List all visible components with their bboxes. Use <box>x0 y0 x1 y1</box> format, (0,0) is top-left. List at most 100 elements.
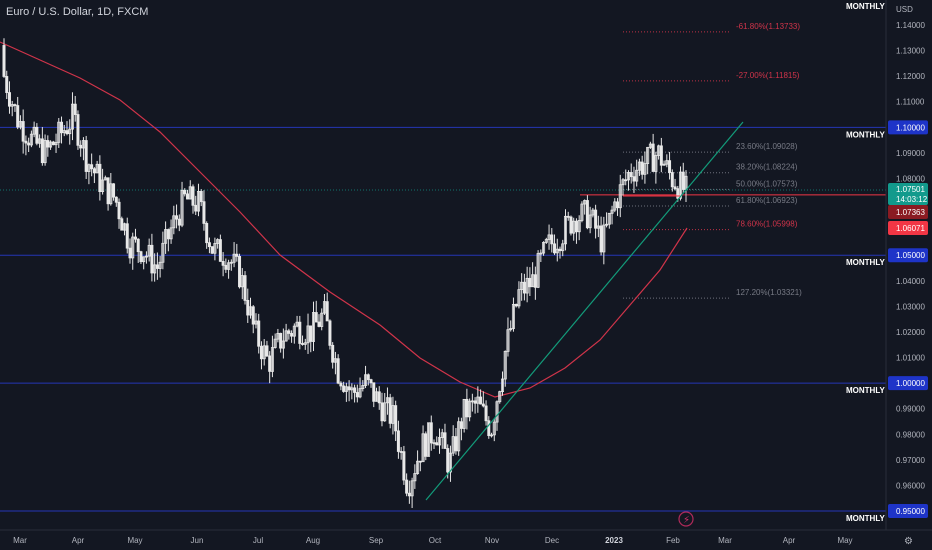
x-tick-label: Apr <box>72 536 85 545</box>
candle-body <box>188 186 192 200</box>
candle-body <box>679 171 683 199</box>
candle-body <box>92 168 96 174</box>
monthly-top-label: MONTHLY <box>846 2 885 11</box>
candle-body <box>317 321 321 327</box>
fib-level-label: -61.80%(1.13733) <box>736 22 800 31</box>
candle-body <box>284 330 288 342</box>
candle-body <box>298 321 302 344</box>
candle-body <box>553 243 557 254</box>
moving-average <box>0 41 688 398</box>
y-tick-label: 1.09000 <box>896 149 925 158</box>
candle-body <box>569 216 573 234</box>
candle-body <box>410 480 414 497</box>
candle-body <box>84 140 88 172</box>
candle-body <box>238 255 242 288</box>
fib-level-label: 23.60%(1.09028) <box>736 142 798 151</box>
candle-body <box>158 261 162 269</box>
candle-body <box>268 355 272 372</box>
candle-body <box>511 303 515 329</box>
axis-currency: USD <box>896 5 913 14</box>
candle-body <box>194 204 198 212</box>
chart-title: Euro / U.S. Dollar, 1D, FXCM <box>6 6 148 18</box>
candle-body <box>232 253 236 263</box>
candle-body <box>479 396 483 405</box>
candle-body <box>405 479 409 494</box>
candle-body <box>640 161 644 175</box>
candle-body <box>235 253 239 257</box>
candle-body <box>79 144 83 149</box>
candle-body <box>10 104 14 107</box>
x-tick-label: May <box>837 536 852 545</box>
candle-body <box>290 333 294 337</box>
candle-body <box>626 172 630 181</box>
candle-body <box>112 183 116 198</box>
y-tick-label: 1.12000 <box>896 72 925 81</box>
y-tick-label: 1.13000 <box>896 47 925 56</box>
candle-body <box>429 422 433 444</box>
time-axis[interactable]: Mar Apr May Jun Jul Aug Sep Oct Nov Dec 2023 Feb Mar… <box>0 529 932 547</box>
candle-body <box>435 442 439 446</box>
candle-body <box>424 433 428 457</box>
candle-body <box>205 223 209 244</box>
candle-body <box>177 218 181 226</box>
candle-body <box>54 141 58 146</box>
candle-body <box>542 242 546 254</box>
candle-body <box>295 321 299 327</box>
y-tick-label: 1.14000 <box>896 21 925 30</box>
candle-body <box>374 391 378 402</box>
candle-body <box>380 402 384 422</box>
candle-body <box>599 225 603 253</box>
candle-body <box>251 306 255 325</box>
candle-body <box>572 220 576 234</box>
candle-body <box>273 338 277 348</box>
candle-body <box>339 382 343 387</box>
level-price-tag-text: 1.10000 <box>896 123 925 132</box>
candle-body <box>246 299 250 316</box>
candle-body <box>68 128 72 135</box>
y-tick-label: 1.04000 <box>896 277 925 286</box>
candle-body <box>207 242 211 248</box>
fib-level-label: -27.00%(1.11815) <box>736 71 800 80</box>
candle-body <box>210 246 214 254</box>
candle-body <box>254 320 258 325</box>
candle-body <box>536 253 540 288</box>
candle-body <box>503 350 507 380</box>
y-tick-label: 1.08000 <box>896 174 925 183</box>
candle-body <box>440 432 444 438</box>
candle-body <box>202 201 206 224</box>
candle-body <box>153 264 157 274</box>
candle-body <box>566 215 570 218</box>
candle-body <box>585 200 589 229</box>
candle-body <box>62 130 66 134</box>
candle-body <box>388 397 392 424</box>
candle-body <box>270 347 274 372</box>
candle-body <box>142 256 146 263</box>
current-price-tag <box>888 182 928 205</box>
candle-body <box>509 328 513 331</box>
candle-body <box>344 386 348 392</box>
candle-body <box>103 177 107 181</box>
candle-body <box>506 329 510 352</box>
candle-body <box>27 142 31 146</box>
candle-body <box>547 234 551 240</box>
candle-body <box>394 405 398 432</box>
x-tick-label: 2023 <box>605 536 623 545</box>
level-price-tag-text: 1.05000 <box>896 251 925 260</box>
x-tick-label: Mar <box>13 536 27 545</box>
candle-body <box>495 401 499 423</box>
candle-body <box>681 171 685 190</box>
candle-body <box>276 332 280 340</box>
candle-body <box>550 234 554 245</box>
candle-body <box>528 277 532 288</box>
candle-body <box>383 402 387 422</box>
lightning-icon <box>678 511 694 527</box>
candle-body <box>301 343 305 345</box>
candle-body <box>659 145 663 166</box>
candle-body <box>594 209 598 229</box>
candle-body <box>369 379 373 384</box>
price-axis[interactable]: USD 1.14000 1.13000 1.12000 1.11000 1.09000 1.… <box>885 0 928 530</box>
candle-body <box>51 141 55 146</box>
candle-body <box>224 264 228 270</box>
settings-icon: ⚙ <box>904 536 913 547</box>
